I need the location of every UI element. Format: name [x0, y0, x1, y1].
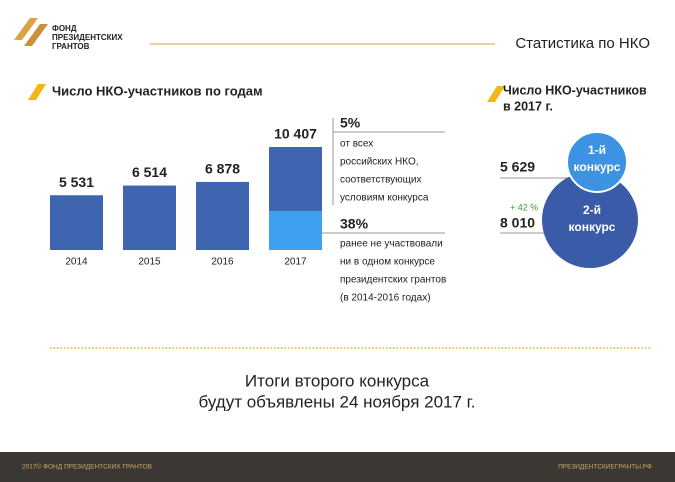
annotation-text: (в 2014-2016 годах): [340, 293, 431, 304]
logo-text: ФОНД: [52, 24, 77, 33]
circle-label: конкурс: [569, 220, 616, 234]
value-label: 6 514: [132, 164, 167, 180]
annotation-text: от всех: [340, 139, 373, 150]
annotation-text: условиям конкурса: [340, 193, 429, 204]
chevron-icon: [28, 84, 46, 100]
annotation-text: соответствующих: [340, 175, 421, 186]
bar: [196, 181, 249, 250]
circle-second: [542, 172, 638, 268]
x-tick-label: 2017: [284, 257, 307, 268]
comparison-title: Число НКО-участников: [503, 83, 647, 97]
page-title: Статистика по НКО: [515, 35, 650, 52]
comparison-value: 5 629: [500, 159, 535, 175]
annotation-value: 38%: [340, 216, 369, 232]
footer-left: 2017© ФОНД ПРЕЗИДЕНТСКИХ ГРАНТОВ: [22, 463, 152, 471]
x-tick-label: 2016: [211, 257, 234, 268]
footer-bar: [0, 452, 675, 482]
bar: [123, 185, 176, 250]
circle-label: 1-й: [588, 143, 606, 157]
comparison-value: 8 010: [500, 215, 535, 231]
x-tick-label: 2015: [138, 257, 161, 268]
logo-icon: [14, 18, 48, 46]
x-tick-label: 2014: [65, 257, 88, 268]
annotation-text: ни в одном конкурсе: [340, 257, 435, 268]
annotation-text: российских НКО,: [340, 157, 419, 168]
logo-text: ГРАНТОВ: [52, 42, 90, 51]
comparison-title: в 2017 г.: [503, 99, 553, 113]
annotation-text: ранее не участвовали: [340, 239, 443, 250]
annotation-text: президентских грантов: [340, 275, 446, 286]
value-label: 10 407: [274, 126, 317, 142]
bar: [50, 195, 103, 250]
circle-first: [566, 131, 628, 193]
circle-label: 2-й: [583, 203, 601, 217]
value-label: 6 878: [205, 161, 240, 177]
logo-text: ПРЕЗИДЕНТСКИХ: [52, 33, 123, 42]
annotation-value: 5%: [340, 115, 361, 131]
announcement: будут объявлены 24 ноября 2017 г.: [198, 392, 475, 411]
chevron-icon: [487, 86, 505, 102]
footer-right: ПРЕЗИДЕНТСКИЕГРАНТЫ.РФ: [558, 464, 652, 471]
growth-label: + 42 %: [510, 202, 538, 212]
value-label: 5 531: [59, 174, 94, 190]
announcement: Итоги второго конкурса: [245, 371, 430, 390]
bar-highlight: [269, 210, 322, 250]
chart-title: Число НКО-участников по годам: [52, 83, 263, 98]
circle-label: конкурс: [574, 160, 621, 174]
